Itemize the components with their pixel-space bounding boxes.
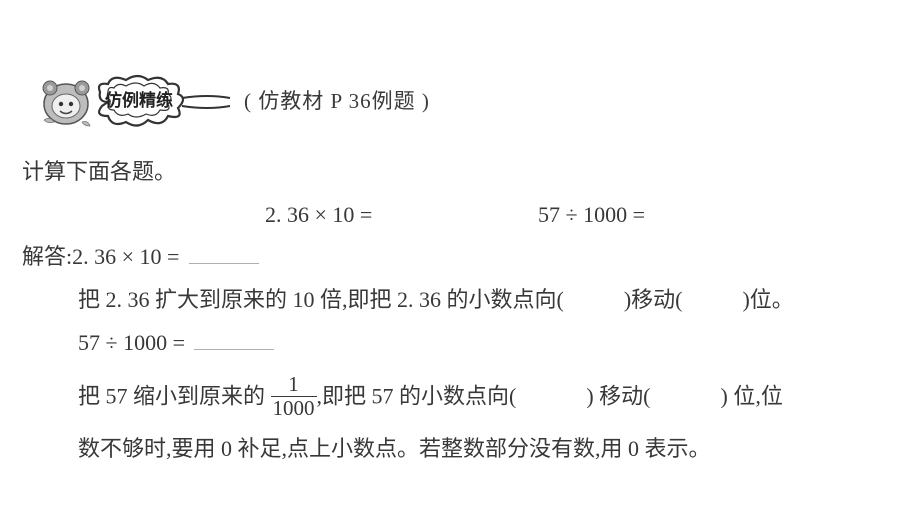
solution-eq1: 2. 36 × 10 = [72,244,179,269]
line4-part-a: 把 57 缩小到原来的 [78,384,265,409]
header-graphic: 仿例精练 [36,70,236,130]
line4-part-d: ) 位,位 [721,384,783,409]
line2-part-a: 把 2. 36 扩大到原来的 10 倍,即把 2. 36 的小数点向( [78,287,564,312]
line2-part-b: )移动( [624,287,683,312]
solution-label: 解答: [22,244,72,269]
fraction-denominator: 1000 [271,396,317,419]
solution-line-1: 解答:2. 36 × 10 = [22,240,263,273]
solution-eq2: 57 ÷ 1000 = [78,330,185,355]
equation-1: 2. 36 × 10 = [265,198,372,231]
line4-part-b: ,即把 57 的小数点向( [317,384,517,409]
section-header: 仿例精练 ( 仿教材 P 36例题 ) [36,70,430,130]
solution-line-2: 把 2. 36 扩大到原来的 10 倍,即把 2. 36 的小数点向( )移动()… [78,283,794,316]
fraction-numerator: 1 [271,374,317,396]
svg-text:仿例精练: 仿例精练 [105,90,173,110]
line2-part-c: )位。 [742,287,793,312]
answer-blank-1[interactable] [189,263,259,264]
page: 仿例精练 ( 仿教材 P 36例题 ) 计算下面各题。 2. 36 × 10 =… [0,0,920,518]
fraction-1-over-1000: 1 1000 [271,374,317,419]
header-reference: ( 仿教材 P 36例题 ) [244,85,430,115]
instruction-text: 计算下面各题。 [22,155,176,188]
answer-blank-2[interactable] [194,349,274,350]
solution-line-3: 57 ÷ 1000 = [78,326,278,359]
solution-line-5: 数不够时,要用 0 补足,点上小数点。若整数部分没有数,用 0 表示。 [78,432,711,465]
line4-part-c: ) 移动( [586,384,650,409]
equation-2: 57 ÷ 1000 = [538,198,645,231]
solution-line-4: 把 57 缩小到原来的 1 1000 ,即把 57 的小数点向( ) 移动( ) 位… [78,376,783,421]
